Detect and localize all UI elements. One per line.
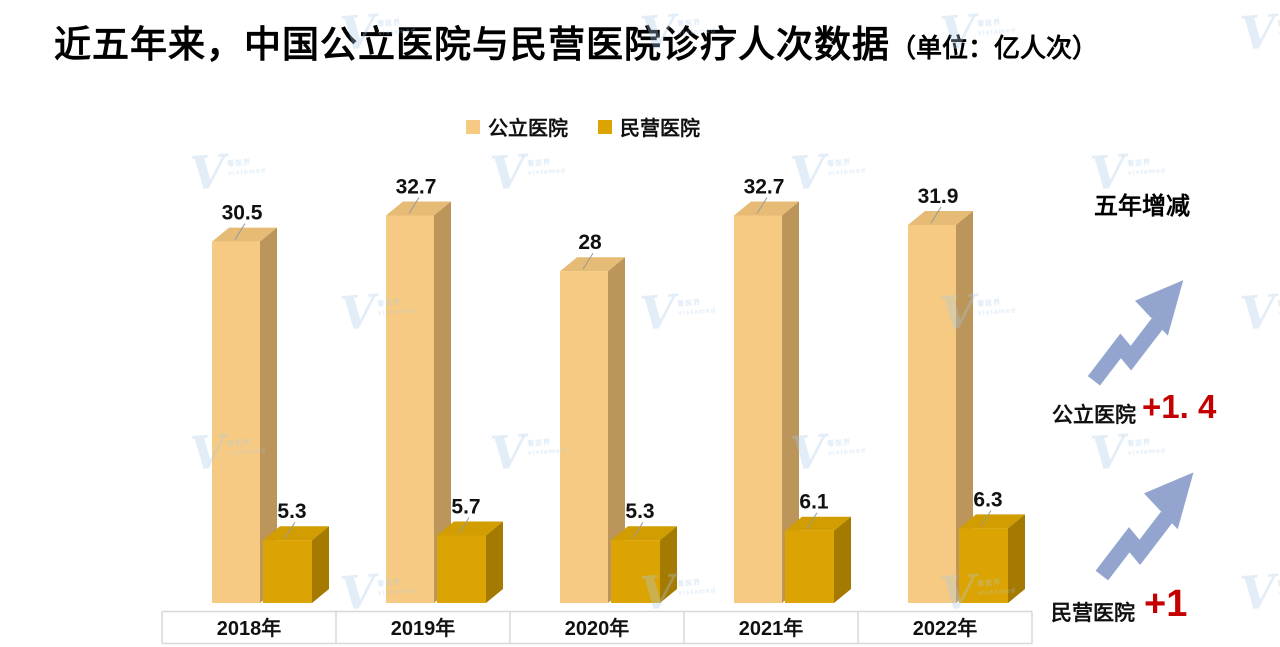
bar-top-private-bar-2020年 <box>611 526 677 541</box>
bar-front-private-bar-2022年 <box>959 528 1008 603</box>
bar-top-public-bar-2018年 <box>212 227 277 242</box>
bar-top-public-bar-2022年 <box>908 210 973 225</box>
summary-change-public: +1. 4 <box>1142 388 1217 425</box>
bar-side-private-bar-2019年 <box>486 521 503 603</box>
legend-item-private: 民营医院 <box>598 112 700 141</box>
bar-side-public-bar-2019年 <box>434 201 451 603</box>
bar-front-private-bar-2019年 <box>437 535 486 603</box>
bar-front-private-bar-2018年 <box>263 540 312 603</box>
legend-swatch-public-icon <box>466 119 480 134</box>
bar-top-private-bar-2022年 <box>959 514 1025 529</box>
x-axis-label-2018年: 2018年 <box>217 616 282 640</box>
value-label-public-bar-2022年: 31.9 <box>918 185 959 208</box>
leader-line <box>458 517 470 534</box>
bar-side-public-bar-2021年 <box>782 201 799 603</box>
bar-side-public-bar-2020年 <box>608 257 625 603</box>
bar-front-private-bar-2020年 <box>611 540 660 603</box>
leader-line <box>234 223 246 240</box>
chart-title-text: 近五年来，中国公立医院与民营医院诊疗人次数据 <box>54 24 890 65</box>
bar-front-public-bar-2020年 <box>560 271 608 603</box>
summary-change-private: +1 <box>1144 583 1188 625</box>
value-label-private-bar-2022年: 6.3 <box>973 488 1002 511</box>
value-label-public-bar-2020年: 28 <box>578 231 602 254</box>
value-label-private-bar-2020年: 5.3 <box>625 500 654 523</box>
value-label-public-bar-2019年: 32.7 <box>396 176 437 199</box>
x-axis-label-2021年: 2021年 <box>739 616 804 640</box>
uptrend-arrow-icon <box>1087 280 1184 386</box>
bar-side-private-bar-2022年 <box>1008 514 1025 603</box>
chart-title: 近五年来，中国公立医院与民营医院诊疗人次数据（单位：亿人次） <box>54 14 1098 68</box>
chart-unit-text: （单位：亿人次） <box>890 33 1099 63</box>
bar-side-private-bar-2020年 <box>660 526 677 603</box>
x-axis-label-2019年: 2019年 <box>391 616 456 640</box>
leader-line <box>582 252 594 270</box>
leader-line <box>980 510 992 527</box>
value-label-private-bar-2021年: 6.1 <box>799 491 829 514</box>
value-label-public-bar-2018年: 30.5 <box>222 202 263 225</box>
bar-top-public-bar-2020年 <box>560 257 625 272</box>
value-label-private-bar-2018年: 5.3 <box>277 500 306 523</box>
bar-top-private-bar-2021年 <box>785 516 851 531</box>
summary-label-private: 民营医院 <box>1051 602 1135 625</box>
value-label-private-bar-2019年: 5.7 <box>451 495 480 518</box>
uptrend-arrow-shaft <box>1095 511 1174 581</box>
x-axis-label-2022年: 2022年 <box>913 616 978 640</box>
value-label-public-bar-2021年: 32.7 <box>744 176 785 199</box>
leader-line <box>632 521 644 539</box>
leader-line <box>408 197 420 214</box>
legend-label-private: 民营医院 <box>620 118 700 140</box>
summary-label-public: 公立医院 <box>1052 404 1136 427</box>
bar-front-private-bar-2021年 <box>785 530 834 603</box>
uptrend-arrow-icon <box>1095 472 1194 581</box>
uptrend-arrow-head <box>1144 472 1194 530</box>
bar-front-public-bar-2019年 <box>386 215 434 603</box>
legend-label-public: 公立医院 <box>488 118 568 140</box>
leader-line <box>806 512 818 529</box>
legend-item-public: 公立医院 <box>466 112 568 141</box>
x-axis-label-2020年: 2020年 <box>565 616 630 640</box>
bar-side-private-bar-2021年 <box>834 516 851 603</box>
bar-top-private-bar-2018年 <box>263 526 329 541</box>
bar-side-private-bar-2018年 <box>312 526 329 603</box>
uptrend-arrow-shaft <box>1087 318 1164 386</box>
bar-front-public-bar-2018年 <box>212 241 260 603</box>
bar-side-public-bar-2018年 <box>260 227 277 603</box>
legend-swatch-private-icon <box>598 119 612 134</box>
leader-line <box>930 206 942 224</box>
bar-top-public-bar-2021年 <box>734 201 799 216</box>
bar-front-public-bar-2021年 <box>734 215 782 603</box>
uptrend-arrow-head <box>1135 280 1184 336</box>
summary-heading: 五年增减 <box>1094 193 1190 220</box>
bar-top-private-bar-2019年 <box>437 521 503 536</box>
bar-side-public-bar-2022年 <box>956 210 973 604</box>
chart-legend: 公立医院 民营医院 <box>466 112 700 141</box>
leader-line <box>284 521 296 539</box>
leader-line <box>756 197 768 214</box>
bar-top-public-bar-2019年 <box>386 201 451 216</box>
bar-front-public-bar-2022年 <box>908 224 956 604</box>
